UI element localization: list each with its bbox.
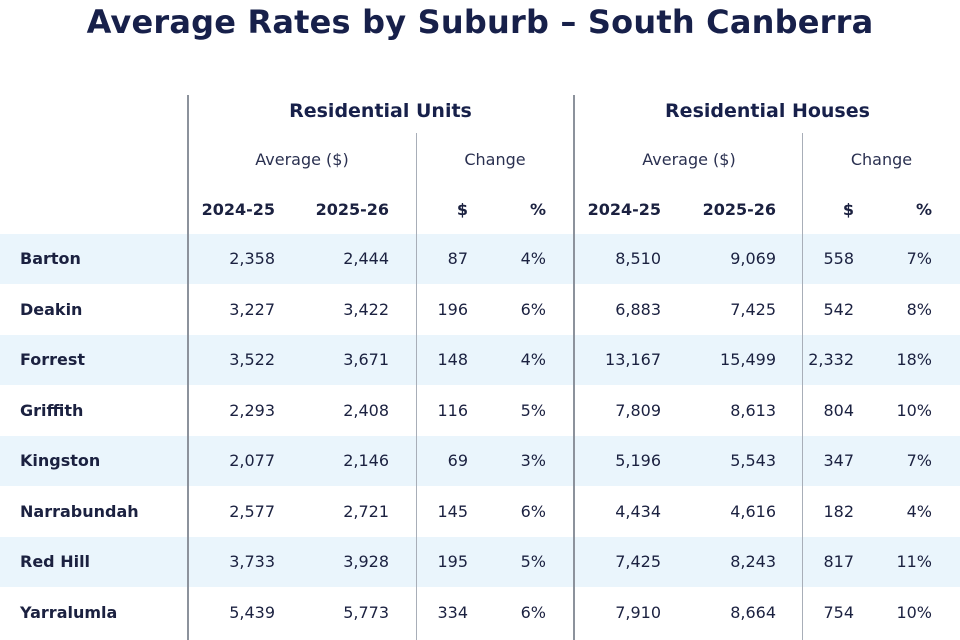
suburb-name: Kingston xyxy=(20,451,101,470)
table-cell: 2,332 xyxy=(808,350,854,369)
table-cell: 182 xyxy=(823,501,854,521)
table-cell: 5,543 xyxy=(730,451,776,470)
suburb-name: Deakin xyxy=(20,299,83,319)
table-cell: 6% xyxy=(520,602,546,622)
table-cell: 334 xyxy=(437,602,468,622)
row-band xyxy=(0,436,960,486)
sub-header: Average ($) xyxy=(642,150,736,169)
suburb-name: Griffith xyxy=(20,400,84,420)
table-cell: 2,721 xyxy=(343,501,389,521)
table-cell: 69 xyxy=(447,451,468,470)
table-cell: 6,883 xyxy=(615,299,661,319)
column-header: $ xyxy=(456,200,468,219)
table-cell: 2,577 xyxy=(229,501,275,521)
column-header: $ xyxy=(842,200,854,219)
table-cell: 145 xyxy=(437,501,468,521)
table-cell: 8,613 xyxy=(730,400,776,420)
column-header: 2024-25 xyxy=(587,200,661,219)
table-cell: 8% xyxy=(906,299,932,319)
table-cell: 5,439 xyxy=(229,602,275,622)
table-cell: 6% xyxy=(520,299,546,319)
table-cell: 10% xyxy=(896,602,932,622)
table-cell: 3,522 xyxy=(229,350,275,369)
table-cell: 5,773 xyxy=(343,602,389,622)
table-cell: 7,809 xyxy=(615,400,661,420)
divider-line xyxy=(187,95,189,640)
table-cell: 4% xyxy=(520,350,546,369)
table-cell: 9,069 xyxy=(730,249,776,268)
row-band xyxy=(0,335,960,385)
table-cell: 116 xyxy=(437,400,468,420)
table-cell: 4% xyxy=(520,249,546,268)
row-band xyxy=(0,537,960,587)
table-cell: 196 xyxy=(437,299,468,319)
table-cell: 7% xyxy=(906,451,932,470)
table-cell: 3,422 xyxy=(343,299,389,319)
suburb-name: Barton xyxy=(20,249,81,268)
column-header: 2025-26 xyxy=(702,200,776,219)
table-cell: 195 xyxy=(437,552,468,571)
table-cell: 4,616 xyxy=(730,501,776,521)
column-header: 2024-25 xyxy=(201,200,275,219)
table-cell: 18% xyxy=(896,350,932,369)
table-cell: 4,434 xyxy=(615,501,661,521)
table-cell: 558 xyxy=(823,249,854,268)
table-cell: 2,358 xyxy=(229,249,275,268)
table-cell: 7% xyxy=(906,249,932,268)
chart-title: Average Rates by Suburb – South Canberra xyxy=(86,3,874,41)
table-cell: 5,196 xyxy=(615,451,661,470)
divider-line xyxy=(802,133,803,640)
suburb-name: Yarralumla xyxy=(20,602,118,622)
suburb-name: Red Hill xyxy=(20,552,91,571)
table-cell: 2,444 xyxy=(343,249,389,268)
table-cell: 8,664 xyxy=(730,602,776,622)
row-band xyxy=(0,234,960,284)
table-cell: 347 xyxy=(823,451,854,470)
divider-line xyxy=(573,95,575,640)
column-header: 2025-26 xyxy=(315,200,389,219)
table-cell: 2,146 xyxy=(343,451,389,470)
table-cell: 8,243 xyxy=(730,552,776,571)
table-cell: 2,293 xyxy=(229,400,275,420)
table-cell: 5% xyxy=(520,552,546,571)
table-cell: 7,425 xyxy=(730,299,776,319)
sub-header: Change xyxy=(850,150,913,169)
divider-line xyxy=(416,133,417,640)
group-header: Residential Houses xyxy=(665,100,870,122)
table-cell: 3,227 xyxy=(229,299,275,319)
table-cell: 7,425 xyxy=(615,552,661,571)
table-cell: 11% xyxy=(896,552,932,571)
column-header: % xyxy=(529,200,546,219)
column-header: % xyxy=(915,200,932,219)
table-cell: 15,499 xyxy=(720,350,776,369)
table-cell: 8,510 xyxy=(615,249,661,268)
table-cell: 2,408 xyxy=(343,400,389,420)
table-cell: 10% xyxy=(896,400,932,420)
sub-header: Change xyxy=(464,150,526,169)
table-cell: 3% xyxy=(520,451,546,470)
table-cell: 542 xyxy=(823,299,854,319)
table-cell: 13,167 xyxy=(605,350,661,369)
table-cell: 754 xyxy=(823,602,854,622)
group-header: Residential Units xyxy=(289,100,472,122)
table-cell: 5% xyxy=(520,400,546,420)
table-cell: 3,671 xyxy=(343,350,389,369)
table-cell: 87 xyxy=(447,249,468,268)
table-cell: 4% xyxy=(906,501,932,521)
table-cell: 6% xyxy=(520,501,546,521)
table-cell: 3,928 xyxy=(343,552,389,571)
table-cell: 2,077 xyxy=(229,451,275,470)
sub-header: Average ($) xyxy=(255,150,349,169)
table-cell: 7,910 xyxy=(615,602,661,622)
suburb-name: Narrabundah xyxy=(20,501,139,521)
table-cell: 3,733 xyxy=(229,552,275,571)
suburb-name: Forrest xyxy=(20,350,86,369)
table-cell: 817 xyxy=(823,552,854,571)
table-cell: 804 xyxy=(823,400,854,420)
table-cell: 148 xyxy=(437,350,468,369)
